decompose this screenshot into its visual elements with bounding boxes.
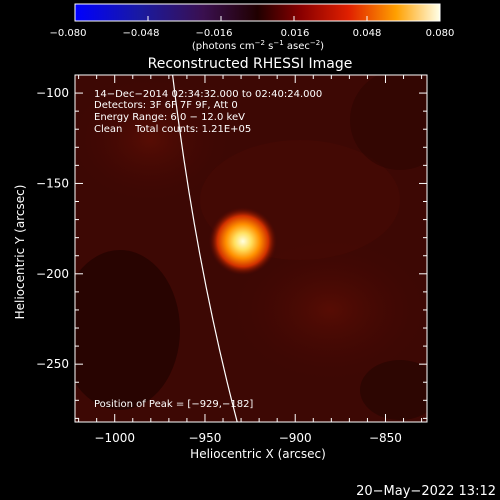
colorbar-tick-label: 0.048 [353, 28, 382, 39]
solar-limb [171, 75, 238, 422]
colorbar-tick-label: 0.080 [426, 28, 455, 39]
x-axis-label: Heliocentric X (arcsec) [190, 447, 326, 461]
colorbar-gradient [74, 3, 441, 22]
x-tick-label: −1000 [94, 431, 135, 445]
image-texture [350, 75, 427, 170]
clean-counts: Clean Total counts: 1.21E+05 [94, 124, 251, 135]
colorbar: −0.080 −0.048 −0.016 0.016 0.048 0.080 (… [49, 3, 455, 52]
time-range: 14−Dec−2014 02:34:32.000 to 02:40:24.000 [94, 89, 322, 100]
colorbar-tick-label: 0.016 [281, 28, 310, 39]
colorbar-units: (photons cm−2 s−1 asec−2) [192, 39, 324, 52]
energy-range: Energy Range: 6.0 − 12.0 keV [94, 112, 245, 123]
x-tick-label: −900 [279, 431, 312, 445]
y-tick-label: −150 [36, 176, 69, 190]
y-tick-label: −100 [36, 86, 69, 100]
detectors: Detectors: 3F 6F 7F 9F, Att 0 [94, 100, 238, 111]
x-ticks: −1000 −950 −900 −850 [78, 75, 423, 445]
info-block: 14−Dec−2014 02:34:32.000 to 02:40:24.000… [94, 89, 322, 410]
y-tick-label: −200 [36, 267, 69, 281]
image-texture [220, 230, 427, 390]
plot-frame [74, 74, 428, 423]
image-texture [75, 75, 240, 210]
x-tick-label: −850 [369, 431, 402, 445]
x-tick-label: −950 [188, 431, 221, 445]
plot-title: Reconstructed RHESSI Image [148, 56, 353, 72]
colorbar-tick-label: −0.016 [195, 28, 232, 39]
peak-position: Position of Peak = [−929,−182] [94, 399, 253, 410]
colorbar-tick-label: −0.080 [49, 28, 86, 39]
y-tick-label: −250 [36, 357, 69, 371]
colorbar-tick-label: −0.048 [122, 28, 159, 39]
xray-source [208, 207, 277, 276]
y-axis-label: Heliocentric Y (arcsec) [13, 185, 27, 320]
image-texture [360, 360, 427, 420]
y-ticks: −100 −150 −200 −250 [36, 74, 427, 419]
footer-date: 20−May−2022 13:12 [356, 484, 496, 499]
image-area [75, 75, 427, 422]
image-texture [75, 250, 180, 410]
colorbar-ticks [74, 16, 441, 21]
